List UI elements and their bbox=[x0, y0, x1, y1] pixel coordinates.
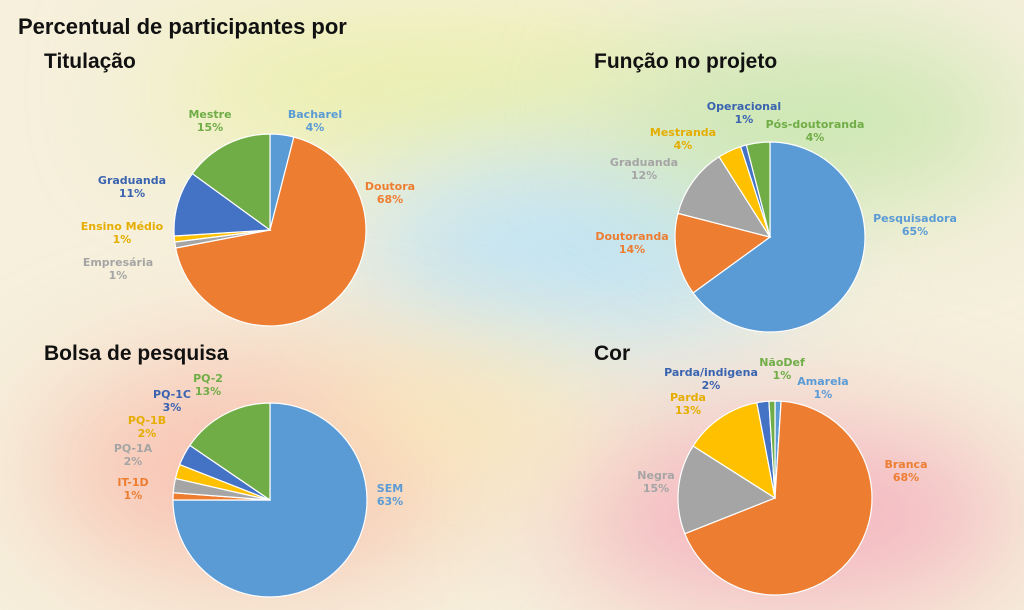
slice-value-label: 1% bbox=[814, 388, 833, 401]
slice-label: PQ-1C bbox=[153, 388, 191, 401]
pie-slice-doutoranda bbox=[674, 212, 772, 294]
slice-value-label: 1% bbox=[735, 113, 754, 126]
slice-label: Operacional bbox=[707, 100, 781, 113]
slice-label: Empresária bbox=[83, 256, 153, 269]
pie-slice-p-s-doutoranda bbox=[745, 141, 771, 238]
slice-label: Pós-doutoranda bbox=[766, 118, 865, 131]
slice-value-label: 1% bbox=[109, 269, 128, 282]
slice-label: PQ-1A bbox=[114, 442, 153, 455]
slice-label: Pesquisadora bbox=[873, 212, 957, 225]
slice-label: Graduanda bbox=[98, 174, 166, 187]
slice-label: NãoDef bbox=[759, 356, 805, 369]
slice-label: Negra bbox=[637, 469, 674, 482]
chart-title-bolsa: Bolsa de pesquisa bbox=[44, 342, 229, 365]
chart-title-cor: Cor bbox=[594, 342, 631, 365]
slice-label: Ensino Médio bbox=[81, 220, 164, 233]
slice-value-label: 1% bbox=[113, 233, 132, 246]
slice-value-label: 15% bbox=[197, 121, 223, 134]
slice-label: Branca bbox=[884, 458, 927, 471]
slice-value-label: 4% bbox=[306, 121, 325, 134]
slice-value-label: 15% bbox=[643, 482, 669, 495]
pie-slice-negra bbox=[677, 445, 777, 535]
pie-slice-pesquisadora bbox=[692, 141, 866, 333]
slice-value-label: 2% bbox=[702, 379, 721, 392]
slice-value-label: 2% bbox=[124, 455, 143, 468]
pie-slice-sem bbox=[172, 402, 368, 598]
slice-value-label: 63% bbox=[377, 495, 403, 508]
slice-label: PQ-1B bbox=[128, 414, 166, 427]
slice-label: Graduanda bbox=[610, 156, 678, 169]
slice-label: PQ-2 bbox=[193, 372, 223, 385]
slice-value-label: 65% bbox=[902, 225, 928, 238]
pie-slice-mestre bbox=[191, 133, 271, 232]
slice-label: Mestre bbox=[188, 108, 231, 121]
pie-slice-graduanda bbox=[677, 155, 772, 238]
slice-value-label: 2% bbox=[138, 427, 157, 440]
slice-value-label: 1% bbox=[773, 369, 792, 382]
pie-slice-parda bbox=[692, 402, 776, 500]
pie-slice-pq-2 bbox=[189, 402, 271, 502]
pie-slice-n-odef bbox=[768, 400, 776, 499]
slice-value-label: 68% bbox=[377, 193, 403, 206]
slice-value-label: 4% bbox=[806, 131, 825, 144]
slice-value-label: 13% bbox=[195, 385, 221, 398]
slice-value-label: 14% bbox=[619, 243, 645, 256]
slice-label: Doutoranda bbox=[595, 230, 668, 243]
page-title: Percentual de participantes por bbox=[18, 14, 347, 39]
slice-value-label: 12% bbox=[631, 169, 657, 182]
slice-value-label: 4% bbox=[674, 139, 693, 152]
slice-label: SEM bbox=[377, 482, 403, 495]
slice-value-label: 68% bbox=[893, 471, 919, 484]
slice-value-label: 1% bbox=[124, 489, 143, 502]
slice-value-label: 3% bbox=[163, 401, 182, 414]
pie-slice-branca bbox=[684, 400, 873, 596]
slice-label: Parda bbox=[670, 391, 706, 404]
pie-slice-doutora bbox=[174, 136, 367, 327]
slice-label: Mestranda bbox=[650, 126, 716, 139]
slice-label: Doutora bbox=[365, 180, 415, 193]
slice-label: IT-1D bbox=[117, 476, 148, 489]
chart-title-funcao: Função no projeto bbox=[594, 50, 778, 73]
slice-value-label: 11% bbox=[119, 187, 145, 200]
slice-label: Parda/indigena bbox=[664, 366, 758, 379]
slice-label: Amarela bbox=[797, 375, 848, 388]
pie-slice-graduanda bbox=[173, 172, 272, 237]
slice-label: Bacharel bbox=[288, 108, 342, 121]
slice-value-label: 13% bbox=[675, 404, 701, 417]
chart-title-titulacao: Titulação bbox=[44, 50, 136, 73]
